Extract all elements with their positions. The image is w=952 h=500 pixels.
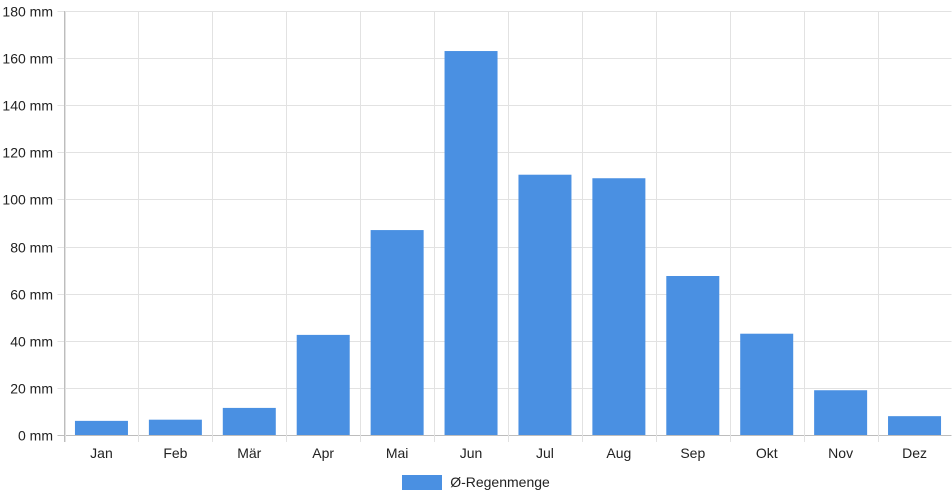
x-tick-labels: Jan Feb Mär Apr Mai Jun Jul Aug Sep Okt Nov Dez: [90, 445, 927, 461]
bar-Apr[interactable]: [296, 334, 350, 435]
x-tick-label: Jul: [536, 445, 554, 461]
bar-Aug[interactable]: [592, 178, 646, 436]
bar-Mär[interactable]: [222, 407, 276, 435]
x-tick-label: Feb: [163, 445, 187, 461]
x-tick-label: Dez: [902, 445, 927, 461]
bar-Mai[interactable]: [370, 230, 424, 435]
x-tick-label: Mär: [237, 445, 261, 461]
bar-Jun[interactable]: [444, 51, 498, 435]
x-tick-label: Jun: [460, 445, 483, 461]
x-tick-label: Jan: [90, 445, 113, 461]
y-tick-label: 120 mm: [2, 145, 53, 161]
y-tick-label: 20 mm: [10, 381, 53, 397]
y-tick-label: 100 mm: [2, 192, 53, 208]
legend-swatch: [402, 474, 443, 490]
y-tick-labels: 0 mm 20 mm 40 mm 60 mm 80 mm 100 mm 120 mm 140 …: [2, 4, 53, 444]
chart-legend[interactable]: Ø-Regenmenge: [0, 472, 952, 492]
bar-Dez[interactable]: [888, 416, 942, 435]
bar-Sep[interactable]: [666, 276, 720, 435]
grid-lines: [57, 11, 952, 442]
y-tick-label: 60 mm: [10, 287, 53, 303]
bar-Okt[interactable]: [740, 333, 794, 435]
y-tick-label: 140 mm: [2, 98, 53, 114]
x-tick-label: Okt: [756, 445, 778, 461]
y-tick-label: 180 mm: [2, 4, 53, 20]
x-tick-label: Nov: [828, 445, 853, 461]
x-tick-label: Sep: [680, 445, 705, 461]
x-tick-label: Mai: [386, 445, 409, 461]
y-tick-label: 80 mm: [10, 240, 53, 256]
x-tick-label: Aug: [606, 445, 631, 461]
y-tick-label: 0 mm: [18, 428, 53, 444]
bar-Jan[interactable]: [74, 420, 128, 435]
x-tick-label: Apr: [312, 445, 334, 461]
bar-Nov[interactable]: [814, 390, 868, 435]
y-tick-label: 160 mm: [2, 51, 53, 67]
legend-label: Ø-Regenmenge: [450, 474, 550, 490]
y-tick-label: 40 mm: [10, 334, 53, 350]
bar-Feb[interactable]: [148, 419, 202, 435]
bar-Jul[interactable]: [518, 174, 572, 435]
bar-group: [74, 51, 942, 436]
